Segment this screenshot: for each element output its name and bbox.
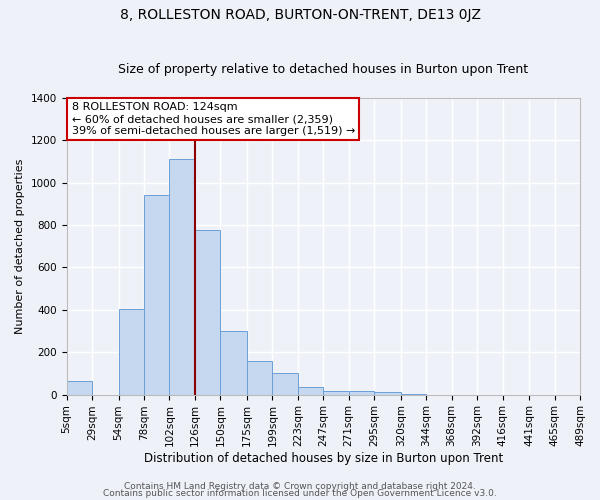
X-axis label: Distribution of detached houses by size in Burton upon Trent: Distribution of detached houses by size …: [143, 452, 503, 465]
Bar: [323, 392, 349, 394]
Bar: [220, 331, 247, 394]
Text: 8 ROLLESTON ROAD: 124sqm
← 60% of detached houses are smaller (2,359)
39% of sem: 8 ROLLESTON ROAD: 124sqm ← 60% of detach…: [71, 102, 355, 136]
Bar: [195, 230, 220, 394]
Bar: [169, 160, 195, 394]
Bar: [374, 392, 401, 394]
Bar: [67, 381, 92, 394]
Y-axis label: Number of detached properties: Number of detached properties: [15, 158, 25, 334]
Bar: [119, 309, 144, 394]
Bar: [144, 196, 169, 394]
Bar: [349, 392, 374, 394]
Bar: [298, 387, 323, 394]
Text: Contains HM Land Registry data © Crown copyright and database right 2024.: Contains HM Land Registry data © Crown c…: [124, 482, 476, 491]
Title: Size of property relative to detached houses in Burton upon Trent: Size of property relative to detached ho…: [118, 63, 529, 76]
Text: 8, ROLLESTON ROAD, BURTON-ON-TRENT, DE13 0JZ: 8, ROLLESTON ROAD, BURTON-ON-TRENT, DE13…: [119, 8, 481, 22]
Bar: [272, 374, 298, 394]
Text: Contains public sector information licensed under the Open Government Licence v3: Contains public sector information licen…: [103, 489, 497, 498]
Bar: [247, 360, 272, 394]
